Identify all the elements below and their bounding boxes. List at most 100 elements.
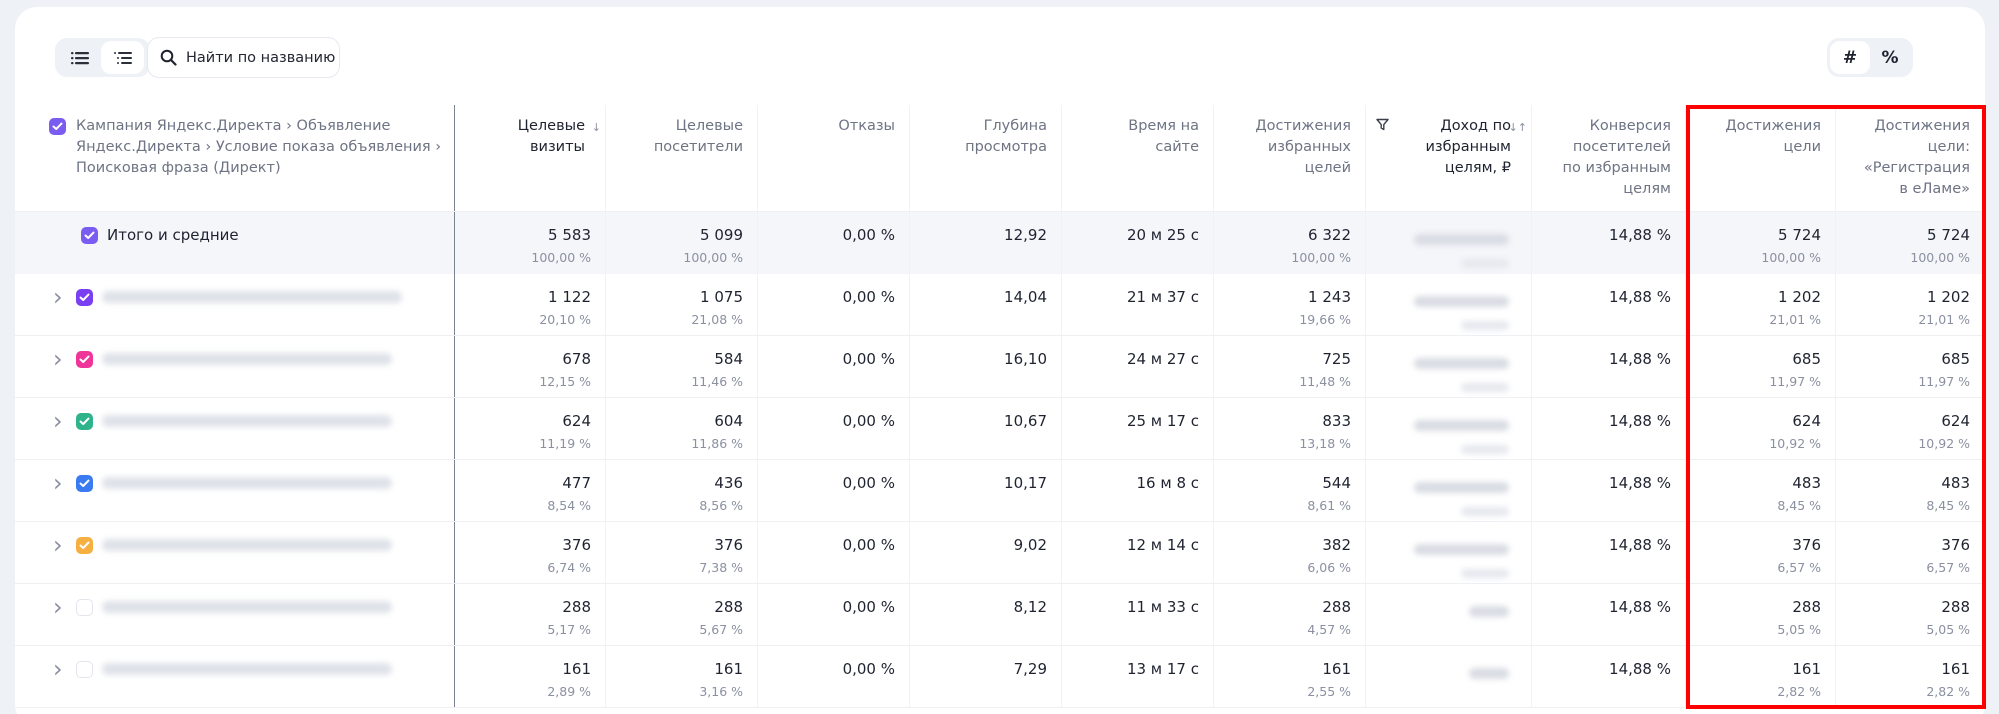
expand-chevron-icon[interactable]: ›	[53, 345, 63, 373]
blurred-percent	[1461, 445, 1509, 454]
blurred-percent	[1461, 259, 1509, 268]
cell-percent: 8,61 %	[1307, 498, 1351, 513]
table-cell	[1366, 274, 1532, 335]
cell-value: 1 075	[700, 288, 743, 306]
blurred-percent	[1461, 321, 1509, 330]
cell-percent: 8,45 %	[1777, 498, 1821, 513]
search-input[interactable]: Найти по названию	[147, 37, 340, 78]
cell-percent: 11,86 %	[691, 436, 743, 451]
cell-percent: 2,89 %	[547, 684, 591, 699]
cell-value: 376	[562, 536, 591, 554]
table-row[interactable]: › 1 122 20,10 % 1 075 21,08 % 0,00 % 14,04 21 м…	[15, 274, 1985, 336]
column-header[interactable]: Конверсия посетителей по избранным целям	[1532, 105, 1686, 211]
cell-value: 16,10	[1004, 350, 1047, 368]
dimension-header: Кампания Яндекс.Директа › Объявление Янд…	[15, 105, 455, 211]
row-checkbox[interactable]	[76, 413, 93, 430]
sort-icon[interactable]: ↓	[591, 121, 601, 134]
blurred-percent	[1461, 569, 1509, 578]
table-row[interactable]: › 477 8,54 % 436 8,56 % 0,00 % 10,17 16 м 8 с 54…	[15, 460, 1985, 522]
view-mode-toggle	[55, 38, 150, 77]
total-checkbox[interactable]	[81, 227, 98, 244]
expand-chevron-icon[interactable]: ›	[53, 469, 63, 497]
cell-value: 288	[1322, 598, 1351, 616]
cell-value: 624	[562, 412, 591, 430]
row-checkbox[interactable]	[76, 661, 93, 678]
table-cell: 12 м 14 с	[1062, 522, 1214, 583]
table-cell: 0,00 %	[758, 336, 910, 397]
table-cell: 288 5,05 %	[1686, 584, 1836, 645]
table-cell: 584 11,46 %	[606, 336, 758, 397]
expand-chevron-icon[interactable]: ›	[53, 593, 63, 621]
total-label-wrap: Итого и средние	[81, 225, 444, 245]
row-name-wrap: ›	[15, 283, 444, 311]
column-header-text: Достижения избранных целей	[1239, 116, 1351, 179]
cell-value: 678	[562, 350, 591, 368]
expand-chevron-icon[interactable]: ›	[53, 407, 63, 435]
row-checkbox[interactable]	[76, 537, 93, 554]
cell-value: 0,00 %	[842, 412, 895, 430]
column-header[interactable]: Целевые визиты ↓	[455, 105, 606, 211]
table-row[interactable]: › 678 12,15 % 584 11,46 % 0,00 % 16,10 24 м 27 …	[15, 336, 1985, 398]
table-row[interactable]: › 624 11,19 % 604 11,86 % 0,00 % 10,67 25 м 17 …	[15, 398, 1985, 460]
cell-percent: 11,19 %	[539, 436, 591, 451]
cell-percent: 100,00 %	[1291, 250, 1351, 265]
column-header-label: Достижения цели: «Регистрация в еЛаме»	[1863, 118, 1970, 197]
row-checkbox[interactable]	[76, 289, 93, 306]
tree-view-button[interactable]	[101, 41, 144, 74]
table-row[interactable]: › 161 2,89 % 161 3,16 % 0,00 % 7,29 13 м 17 с 16…	[15, 646, 1985, 708]
column-header-text: Доход по избранным целям, ₽	[1385, 116, 1511, 179]
column-header[interactable]: Достижения цели	[1686, 105, 1836, 211]
row-checkbox[interactable]	[76, 351, 93, 368]
table-cell: 0,00 %	[758, 398, 910, 459]
percent-values-button[interactable]: %	[1881, 47, 1899, 68]
row-checkbox[interactable]	[76, 475, 93, 492]
cell-value: 288	[714, 598, 743, 616]
filter-icon[interactable]	[1376, 117, 1389, 138]
blurred-row-name	[102, 415, 392, 427]
cell-percent: 4,57 %	[1307, 622, 1351, 637]
blurred-value	[1414, 296, 1509, 307]
expand-chevron-icon[interactable]: ›	[53, 531, 63, 559]
table-cell: 0,00 %	[758, 212, 910, 274]
row-name-cell: ›	[15, 274, 455, 335]
row-name-wrap: ›	[15, 655, 444, 683]
column-header-text: Конверсия посетителей по избранным целям	[1557, 116, 1671, 200]
column-header[interactable]: Достижения избранных целей	[1214, 105, 1366, 211]
row-name-wrap: ›	[15, 469, 444, 497]
table-cell: 483 8,45 %	[1836, 460, 1985, 521]
blurred-value	[1414, 234, 1509, 245]
column-header-label: Время на сайте	[1128, 118, 1199, 155]
absolute-values-button[interactable]: #	[1830, 41, 1870, 74]
flat-list-view-button[interactable]	[58, 41, 101, 74]
cell-percent: 100,00 %	[1761, 250, 1821, 265]
sort-icon[interactable]: ↓↑	[1508, 121, 1527, 134]
table-cell: 9,02	[910, 522, 1062, 583]
table-cell: 0,00 %	[758, 274, 910, 335]
column-header[interactable]: Доход по избранным целям, ₽ ↓↑	[1366, 105, 1532, 211]
blurred-value	[1414, 420, 1509, 431]
column-header[interactable]: Отказы	[758, 105, 910, 211]
row-checkbox[interactable]	[76, 599, 93, 616]
row-name-wrap: ›	[15, 345, 444, 373]
expand-chevron-icon[interactable]: ›	[53, 283, 63, 311]
column-header[interactable]: Время на сайте	[1062, 105, 1214, 211]
table-row[interactable]: › 288 5,17 % 288 5,67 % 0,00 % 8,12 11 м 33 с 28…	[15, 584, 1985, 646]
column-header[interactable]: Целевые посетители	[606, 105, 758, 211]
select-all-checkbox[interactable]	[49, 118, 66, 135]
table-row[interactable]: › 376 6,74 % 376 7,38 % 0,00 % 9,02 12 м 14 с 38…	[15, 522, 1985, 584]
blurred-row-name	[102, 539, 392, 551]
cell-percent: 2,82 %	[1926, 684, 1970, 699]
cell-percent: 100,00 %	[683, 250, 743, 265]
column-header[interactable]: Глубина просмотра	[910, 105, 1062, 211]
column-header[interactable]: Достижения цели: «Регистрация в еЛаме»	[1836, 105, 1985, 211]
cell-value: 14,88 %	[1609, 536, 1671, 554]
cell-value: 14,04	[1004, 288, 1047, 306]
table-cell: 1 202 21,01 %	[1836, 274, 1985, 335]
unit-toggle: # %	[1827, 38, 1913, 77]
cell-value: 1 122	[548, 288, 591, 306]
cell-percent: 13,18 %	[1299, 436, 1351, 451]
column-header-label: Достижения цели	[1725, 118, 1821, 155]
expand-chevron-icon[interactable]: ›	[53, 655, 63, 683]
cell-percent: 2,82 %	[1777, 684, 1821, 699]
cell-value: 14,88 %	[1609, 288, 1671, 306]
